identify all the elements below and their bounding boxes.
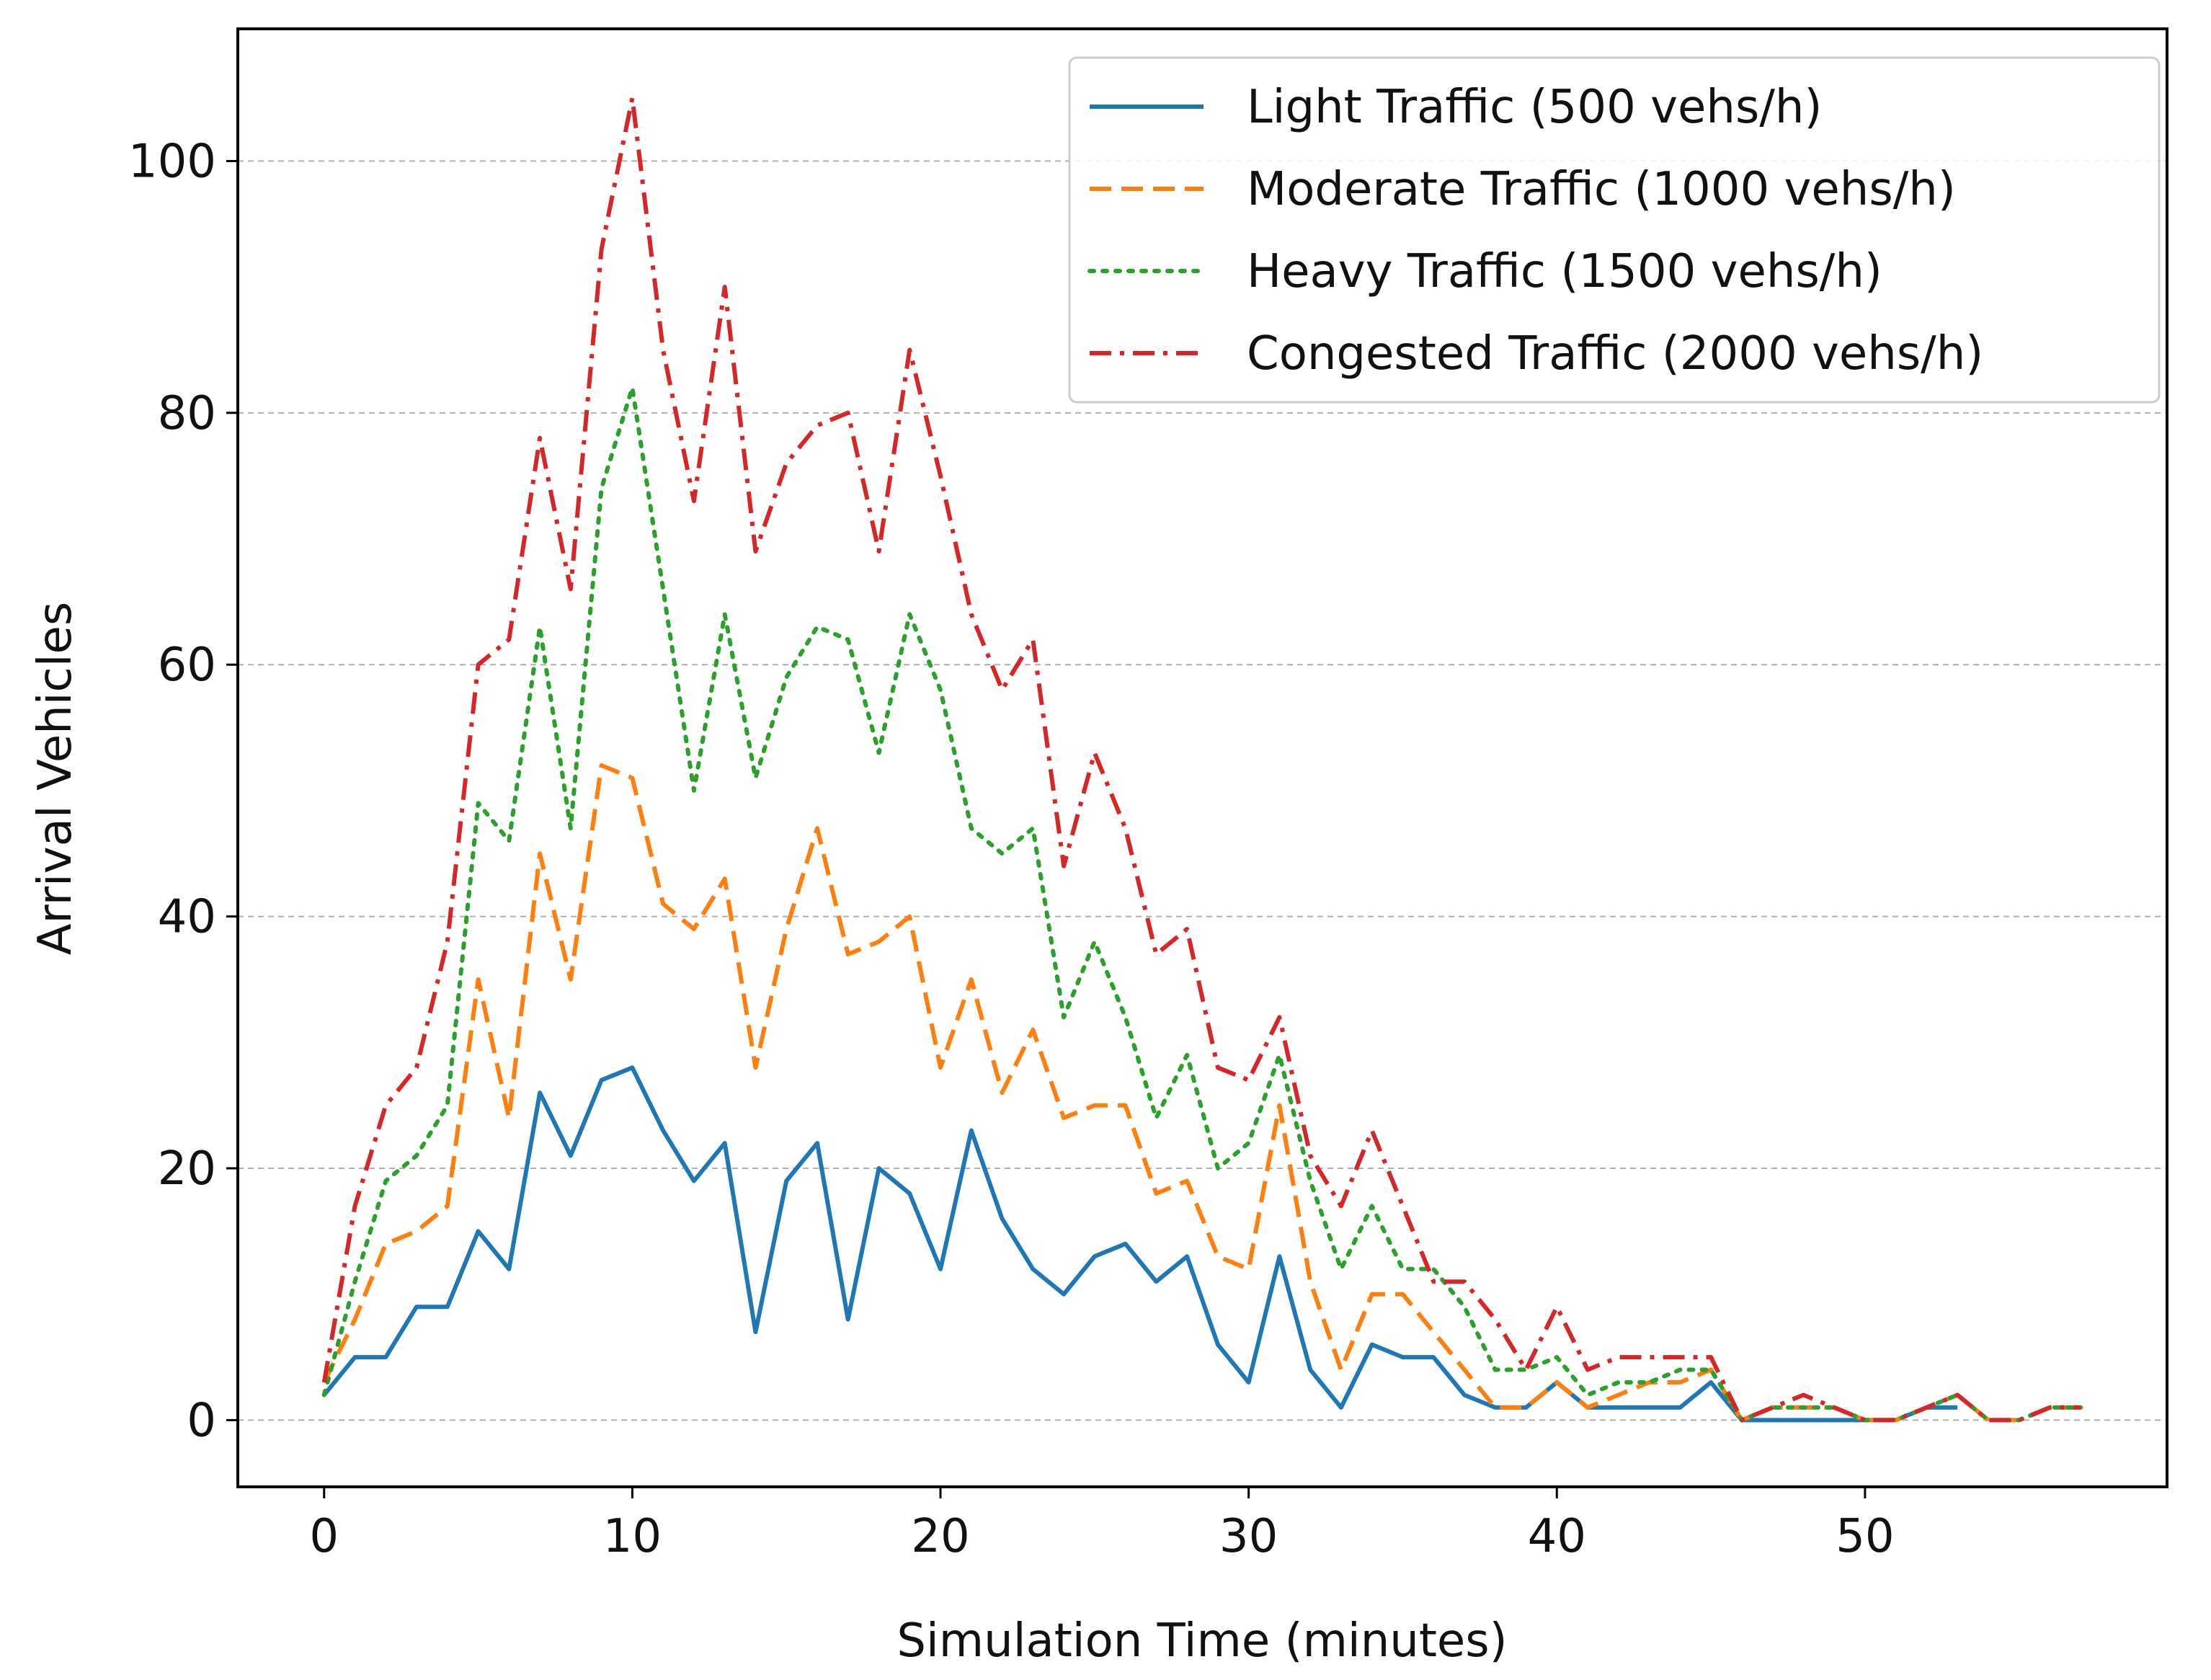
y-tick-label: 100 — [128, 135, 216, 188]
legend-label-1: Light Traffic (500 vehs/h) — [1247, 81, 1822, 134]
series-line-3 — [321, 385, 2083, 1423]
y-tick-label: 60 — [158, 639, 216, 692]
legend-box — [1068, 56, 2161, 404]
legend-label-3: Heavy Traffic (1500 vehs/h) — [1247, 245, 1882, 298]
plot-frame — [236, 27, 2168, 1488]
x-tick-label: 20 — [911, 1510, 969, 1563]
x-tick-label: 40 — [1528, 1510, 1586, 1563]
series-line-4 — [321, 96, 2081, 1423]
legend-label-2: Moderate Traffic (1000 vehs/h) — [1247, 163, 1956, 216]
y-tick-label: 40 — [158, 891, 216, 944]
x-tick-label: 0 — [309, 1510, 339, 1563]
y-tick-label: 80 — [158, 387, 216, 440]
series-line-2 — [322, 763, 2081, 1423]
x-axis-label: Simulation Time (minutes) — [897, 1614, 1507, 1668]
x-axis-ticks: 0 10 20 30 40 50 — [309, 1487, 1895, 1563]
x-tick-label: 10 — [603, 1510, 662, 1563]
y-axis-ticks: 0 20 40 60 80 100 — [128, 135, 238, 1447]
y-tick-label: 20 — [158, 1142, 216, 1196]
series-line-1 — [322, 1065, 1958, 1423]
y-axis-label: Arrival Vehicles — [29, 602, 82, 956]
plot-lines — [321, 96, 2083, 1423]
x-tick-label: 50 — [1836, 1510, 1894, 1563]
legend-label-4: Congested Traffic (2000 vehs/h) — [1247, 327, 1983, 381]
legend: Light Traffic (500 vehs/h) Moderate Traff… — [1068, 56, 2161, 404]
y-tick-label: 0 — [187, 1394, 216, 1447]
x-tick-label: 30 — [1219, 1510, 1278, 1563]
